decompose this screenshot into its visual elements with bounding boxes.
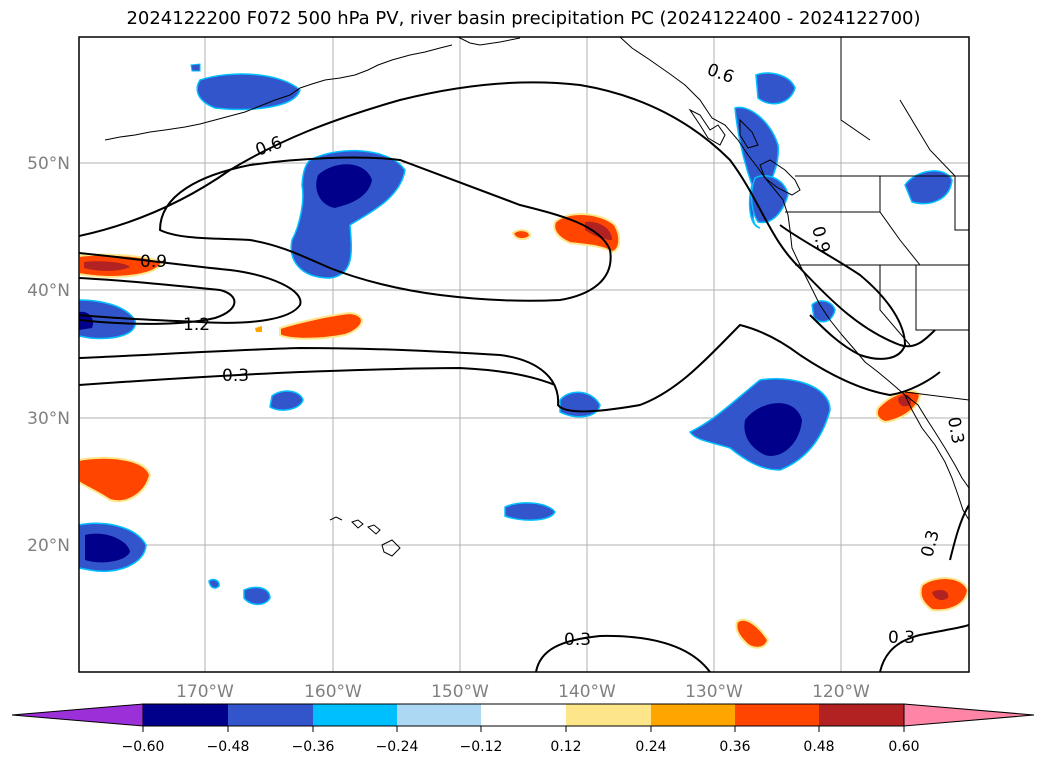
colorbar: −0.60 −0.48 −0.36 −0.24 −0.12 0.12 0.24 … [11, 703, 1035, 755]
neg-area-east-30n-core [744, 403, 802, 456]
colorbar-tick-label: −0.36 [292, 739, 335, 755]
colorbar-bin-4 [481, 704, 566, 726]
lon-label-150w: 150°W [431, 682, 489, 702]
colorbar-bin-2 [313, 704, 397, 726]
colorbar-bin-1 [228, 704, 313, 726]
border-us-mexico [904, 391, 969, 401]
colorbar-frame [142, 703, 905, 727]
coastline-baja [904, 394, 969, 521]
neg-area-small-1 [269, 390, 304, 411]
coastline-aleutians [104, 44, 453, 141]
colorbar-tick-label: −0.60 [122, 739, 165, 755]
colorbar-bin-5 [566, 704, 651, 726]
neg-area-idaho [904, 170, 953, 205]
colorbar-bin-6 [651, 704, 735, 726]
colorbar-tick-label: 0.36 [719, 739, 750, 755]
pos-area-140w-45n-core [585, 221, 612, 240]
neg-area-california [811, 300, 836, 323]
colorbar-bin-0 [143, 704, 228, 726]
neg-area-west-edge [79, 299, 136, 340]
pv-contour-0.9 [79, 224, 907, 360]
neg-area-tiny [190, 63, 201, 72]
lat-label-50n: 50°N [27, 154, 70, 174]
colorbar-tick-label: −0.24 [376, 739, 419, 755]
contour-label-0.9-a: 0.9 [140, 252, 167, 272]
border-nevada-utah [915, 265, 969, 331]
colorbar-ticks [142, 726, 905, 732]
border-idaho [879, 176, 921, 266]
pos-area-central-38n [279, 311, 363, 340]
pv-contour-1.2 [79, 277, 236, 325]
neg-area-central-north-core [316, 164, 372, 208]
neg-area-small-5 [208, 578, 220, 589]
lon-label-120w: 120°W [812, 682, 870, 702]
negative-precip-areas [79, 63, 953, 606]
pos-area-west-27n [79, 456, 152, 503]
contour-label-0.3-b: 0.3 [564, 630, 591, 650]
neg-area-bc-coast [755, 72, 796, 105]
colorbar-tick-label: 0.24 [635, 739, 666, 755]
pv-contours [79, 81, 969, 672]
colorbar-tick-label: 0.12 [550, 739, 581, 755]
contour-label-0.3-e: 0.3 [943, 415, 967, 445]
contour-label-1.2: 1.2 [183, 315, 210, 335]
lon-label-130w: 130°W [685, 682, 743, 702]
political-borders [785, 37, 969, 401]
map-title: 2024122200 F072 500 hPa PV, river basin … [126, 8, 921, 29]
border-alaska-canada [840, 37, 871, 141]
border-bc-alberta [899, 99, 956, 177]
colorbar-tick-label: −0.12 [460, 739, 503, 755]
lon-label-140w: 140°W [558, 682, 616, 702]
pos-area-140w-45n [553, 213, 621, 254]
neg-area-pnw-coast [734, 106, 779, 229]
contour-label-0.3-c: 0.3 [888, 628, 915, 648]
coastlines [104, 37, 969, 557]
pv-contour-0.3 [79, 323, 969, 672]
coastline-bc-islands [688, 108, 759, 149]
neg-area-small-4 [243, 586, 271, 606]
map-panel [79, 37, 969, 672]
lon-label-160w: 160°W [304, 682, 362, 702]
pv-contour-0.6-outer [79, 81, 936, 348]
pos-area-west-42n-core [84, 261, 130, 271]
latitude-labels: 50°N 40°N 30°N 20°N [27, 154, 70, 556]
pos-area-south-130w [735, 618, 770, 649]
neg-area-small-3 [504, 502, 556, 521]
border-nevada-california [879, 265, 911, 346]
colorbar-bin-8 [819, 704, 904, 726]
colorbar-over-triangle [903, 703, 1035, 727]
pv-contour-0.6-loop [158, 156, 612, 302]
longitude-labels: 170°W 160°W 150°W 140°W 130°W 120°W [176, 682, 870, 702]
coastline-alaska [457, 37, 969, 489]
pos-area-small-44n [511, 229, 532, 241]
lat-label-30n: 30°N [27, 409, 70, 429]
lat-label-40n: 40°N [27, 281, 70, 301]
lat-label-20n: 20°N [27, 536, 70, 556]
map-frame [78, 36, 970, 673]
contour-label-0.3-a: 0.3 [222, 366, 249, 386]
contour-labels: 0.6 0.6 0.9 1.2 0.3 0.9 0.3 0.3 0.3 0.3 [140, 60, 967, 650]
colorbar-tick-label: 0.60 [888, 739, 919, 755]
border-montana [954, 176, 969, 231]
coastline-hawaii [329, 516, 401, 557]
pos-area-mexico-core [932, 590, 949, 600]
colorbar-bin-7 [735, 704, 819, 726]
colorbar-tick-label: 0.48 [803, 739, 834, 755]
colorbar-tick-label: −0.48 [207, 739, 250, 755]
colorbar-under-triangle [11, 703, 144, 727]
pos-area-tiny [255, 326, 262, 332]
lon-label-170w: 170°W [176, 682, 234, 702]
neg-area-southwest-core [85, 533, 130, 563]
coastline-vancouver-island [759, 159, 801, 196]
colorbar-bin-3 [397, 704, 481, 726]
